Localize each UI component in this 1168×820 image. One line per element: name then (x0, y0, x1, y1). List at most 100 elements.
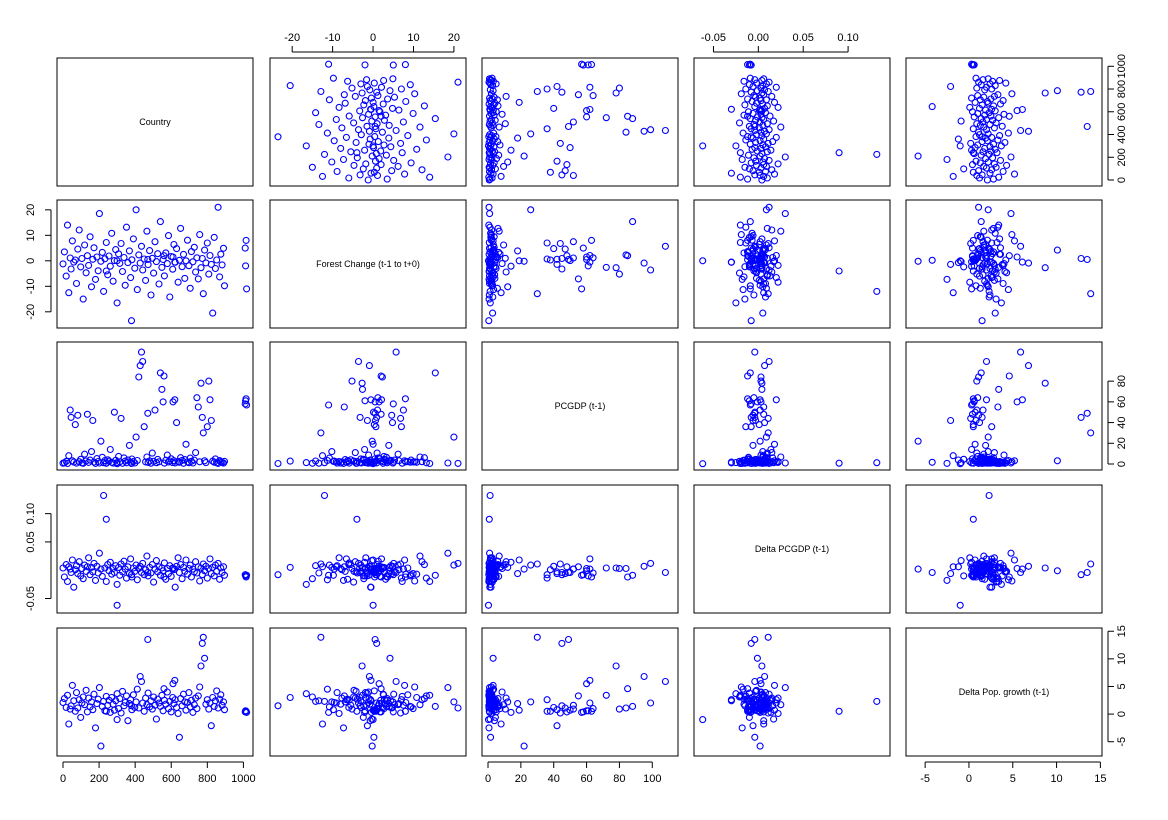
data-point (1077, 254, 1085, 263)
data-point (286, 693, 294, 702)
data-point (369, 601, 377, 609)
data-point (543, 125, 551, 133)
data-point (971, 440, 979, 448)
data-point (744, 372, 752, 380)
data-point (982, 251, 991, 260)
data-point (770, 681, 779, 689)
data-point (764, 633, 772, 641)
data-point (365, 672, 373, 681)
data-point (491, 274, 499, 282)
data-point (406, 458, 414, 466)
data-point (943, 155, 951, 164)
data-point (171, 565, 179, 573)
data-point (351, 694, 359, 702)
data-point (742, 136, 750, 144)
panel-frame (693, 627, 891, 757)
data-point (197, 264, 205, 272)
data-point (989, 250, 997, 258)
data-point (564, 635, 573, 644)
data-point (431, 571, 439, 579)
data-point (1087, 290, 1095, 298)
data-point (389, 571, 397, 579)
data-point (764, 290, 772, 298)
data-point (90, 244, 98, 252)
data-point (199, 633, 207, 641)
data-point (444, 459, 452, 467)
data-point (781, 684, 789, 692)
data-point (486, 117, 494, 125)
data-point (328, 448, 336, 456)
data-point (362, 160, 370, 168)
data-point (746, 282, 754, 290)
data-point (492, 264, 500, 273)
data-point (217, 691, 225, 699)
data-point (360, 101, 368, 109)
data-point (943, 576, 951, 584)
data-point (367, 105, 375, 114)
data-point (398, 149, 406, 157)
data-point (587, 573, 596, 581)
data-point (385, 441, 393, 449)
data-point (171, 583, 179, 591)
data-point (97, 742, 105, 750)
data-point (994, 91, 1002, 99)
right-tick-label: 0 (1116, 711, 1128, 717)
data-point (350, 161, 358, 169)
data-point (546, 256, 554, 264)
data-point (317, 560, 325, 568)
variable-label: Delta Pop. growth (t-1) (959, 687, 1050, 697)
data-point (1053, 457, 1061, 465)
data-point (411, 458, 419, 466)
data-point (1010, 237, 1019, 245)
data-point (454, 459, 462, 467)
data-point (375, 107, 383, 115)
panel-r1-c1: Forest Change (t-1 to t+0) (269, 199, 467, 329)
data-point (561, 167, 569, 175)
data-point (1018, 565, 1026, 573)
data-point (160, 559, 168, 567)
data-point (59, 260, 67, 268)
data-point (347, 148, 355, 156)
data-point (1005, 252, 1013, 260)
data-point (394, 162, 402, 170)
right-tick-label: 1000 (1116, 54, 1128, 78)
data-point (397, 414, 405, 422)
data-point (485, 563, 494, 571)
data-point (914, 152, 922, 160)
data-point (757, 128, 765, 136)
data-point (504, 698, 512, 706)
data-point (335, 709, 343, 718)
data-point (173, 419, 181, 427)
data-point (727, 258, 735, 266)
data-point (569, 171, 577, 180)
data-point (661, 126, 669, 135)
data-point (325, 401, 333, 409)
data-point (351, 558, 359, 566)
panel-frame (905, 57, 1103, 187)
data-point (975, 559, 983, 567)
data-point (397, 85, 405, 93)
data-point (81, 450, 89, 458)
data-point (514, 700, 522, 708)
data-point (749, 109, 757, 118)
data-point (375, 680, 383, 688)
data-point (759, 448, 767, 456)
data-point (62, 272, 70, 280)
data-point (763, 224, 771, 232)
data-point (367, 676, 375, 684)
data-point (543, 696, 551, 704)
data-point (371, 122, 379, 131)
data-point (87, 448, 96, 456)
data-point (370, 687, 378, 695)
data-point (777, 701, 785, 709)
data-point (140, 423, 148, 431)
data-point (370, 459, 378, 467)
data-point (418, 166, 426, 174)
data-point (553, 722, 561, 730)
data-point (741, 101, 749, 109)
data-point (86, 233, 94, 241)
data-point (152, 258, 160, 266)
data-point (556, 239, 564, 248)
data-point (974, 92, 982, 100)
data-point (106, 558, 114, 566)
